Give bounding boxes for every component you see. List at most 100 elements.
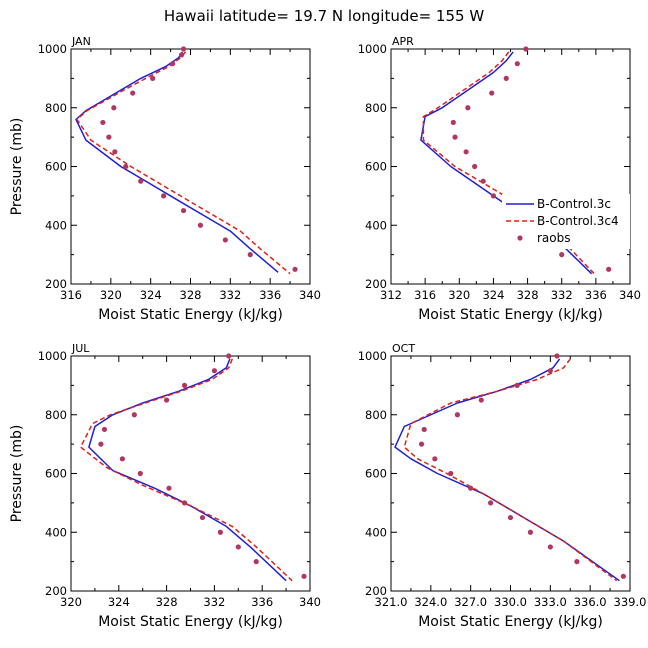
raobs-point xyxy=(247,252,253,258)
x-tick-label: 320 xyxy=(60,595,82,609)
raobs-point xyxy=(181,382,188,388)
raobs-point xyxy=(106,134,112,140)
x-tick-label: 328 xyxy=(156,595,178,609)
raobs-point xyxy=(178,52,185,58)
y-tick-label: 200 xyxy=(365,277,387,291)
raobs-point xyxy=(123,163,129,170)
raobs-point xyxy=(166,485,172,491)
raobs-point xyxy=(418,441,425,447)
raobs-point xyxy=(559,252,565,258)
raobs-point xyxy=(112,149,118,155)
raobs-point xyxy=(150,75,156,81)
x-tick-label: 340 xyxy=(619,288,641,302)
legend-label-raobs: raobs xyxy=(537,231,571,245)
x-axis-label: Moist Static Energy (kJ/kg) xyxy=(98,614,283,630)
x-tick-label: 312 xyxy=(380,288,402,302)
raobs-point xyxy=(211,368,217,374)
raobs-point xyxy=(161,193,167,199)
raobs-point xyxy=(421,426,427,433)
raobs-point xyxy=(130,90,136,96)
raobs-point xyxy=(489,90,495,96)
raobs-point xyxy=(454,412,460,418)
raobs-point xyxy=(101,426,108,433)
y-tick-label: 800 xyxy=(365,101,387,115)
plot-frame xyxy=(70,355,311,592)
x-tick-label: 321.0 xyxy=(375,595,408,609)
x-tick-label: 324 xyxy=(108,595,130,609)
y-tick-label: 600 xyxy=(365,467,387,481)
raobs-point xyxy=(222,237,228,243)
raobs-point xyxy=(554,353,560,359)
x-tick-label: 336 xyxy=(251,595,273,609)
x-tick-label: 316 xyxy=(414,288,436,302)
panels: 316 320 324 328 332 336 340 1000 800 600 400 200 JAN… xyxy=(9,35,646,630)
panel-label: JUL xyxy=(71,342,90,355)
y-tick-label: 600 xyxy=(45,467,67,481)
series-line-control-3c xyxy=(394,358,620,582)
raobs-point xyxy=(463,149,469,155)
legend-swatch-raobs xyxy=(517,235,523,241)
y-tick-label: 200 xyxy=(45,584,67,598)
legend-label-control-3c: B-Control.3c xyxy=(537,197,611,211)
raobs-point xyxy=(432,456,438,462)
panel-label: JAN xyxy=(71,35,91,48)
legend: B-Control.3c B-Control.3c4 raobs xyxy=(502,194,630,249)
panel-jan: 316 320 324 328 332 336 340 1000 800 600 400 200 JAN… xyxy=(9,35,321,323)
x-tick-label: 332 xyxy=(203,595,225,609)
panel-jul: 320 324 328 332 336 340 1000 800 600 400 200 JUL Moi… xyxy=(9,342,321,630)
y-tick-label: 1000 xyxy=(38,349,67,363)
raobs-point xyxy=(490,193,497,199)
raobs-point xyxy=(527,529,534,535)
x-tick-label: 333.0 xyxy=(534,595,567,609)
series-line-control-3c xyxy=(75,51,279,273)
y-tick-label: 400 xyxy=(365,525,387,539)
y-tick-label: 400 xyxy=(45,525,67,539)
raobs-point xyxy=(468,485,474,491)
raobs-point xyxy=(199,514,206,521)
raobs-point xyxy=(131,412,137,418)
x-tick-label: 336 xyxy=(259,288,281,302)
plot-frame xyxy=(70,48,311,285)
figure-title: Hawaii latitude= 19.7 N longitude= 155 W xyxy=(164,7,484,25)
raobs-point xyxy=(487,500,494,506)
raobs-point xyxy=(180,46,187,52)
raobs-point xyxy=(180,207,187,214)
y-tick-label: 1000 xyxy=(358,349,387,363)
x-tick-label: 330.0 xyxy=(494,595,527,609)
y-tick-label: 600 xyxy=(45,160,67,174)
raobs-point xyxy=(137,470,143,477)
raobs-point xyxy=(98,441,104,447)
x-axis-label: Moist Static Energy (kJ/kg) xyxy=(98,307,283,323)
x-tick-label: 332 xyxy=(219,288,241,302)
y-tick-label: 600 xyxy=(365,160,387,174)
y-axis-label: Pressure (mb) xyxy=(9,425,25,523)
raobs-point xyxy=(514,382,520,388)
raobs-point xyxy=(226,353,232,359)
x-tick-label: 336 xyxy=(585,288,607,302)
raobs-point xyxy=(523,46,529,52)
raobs-point xyxy=(292,266,298,272)
raobs-point xyxy=(465,105,471,111)
raobs-point xyxy=(138,178,144,184)
series-line-control-3c xyxy=(88,358,287,582)
raobs-point xyxy=(450,119,456,126)
x-tick-label: 340 xyxy=(299,288,321,302)
raobs-point xyxy=(448,470,454,477)
panel-label: APR xyxy=(392,35,414,48)
y-tick-label: 400 xyxy=(365,218,387,232)
raobs-point xyxy=(472,163,478,170)
x-axis-label: Moist Static Energy (kJ/kg) xyxy=(418,614,603,630)
y-tick-label: 400 xyxy=(45,218,67,232)
raobs-point xyxy=(301,573,307,579)
raobs-point xyxy=(217,529,223,535)
y-tick-label: 800 xyxy=(45,408,67,422)
raobs-point xyxy=(514,61,520,67)
x-tick-label: 324.0 xyxy=(414,595,447,609)
raobs-point xyxy=(503,75,509,81)
raobs-point xyxy=(197,222,204,228)
raobs-point xyxy=(606,266,612,272)
raobs-point xyxy=(111,105,117,111)
x-axis-label: Moist Static Energy (kJ/kg) xyxy=(418,307,603,323)
y-tick-label: 200 xyxy=(45,277,67,291)
raobs-point xyxy=(574,559,580,565)
